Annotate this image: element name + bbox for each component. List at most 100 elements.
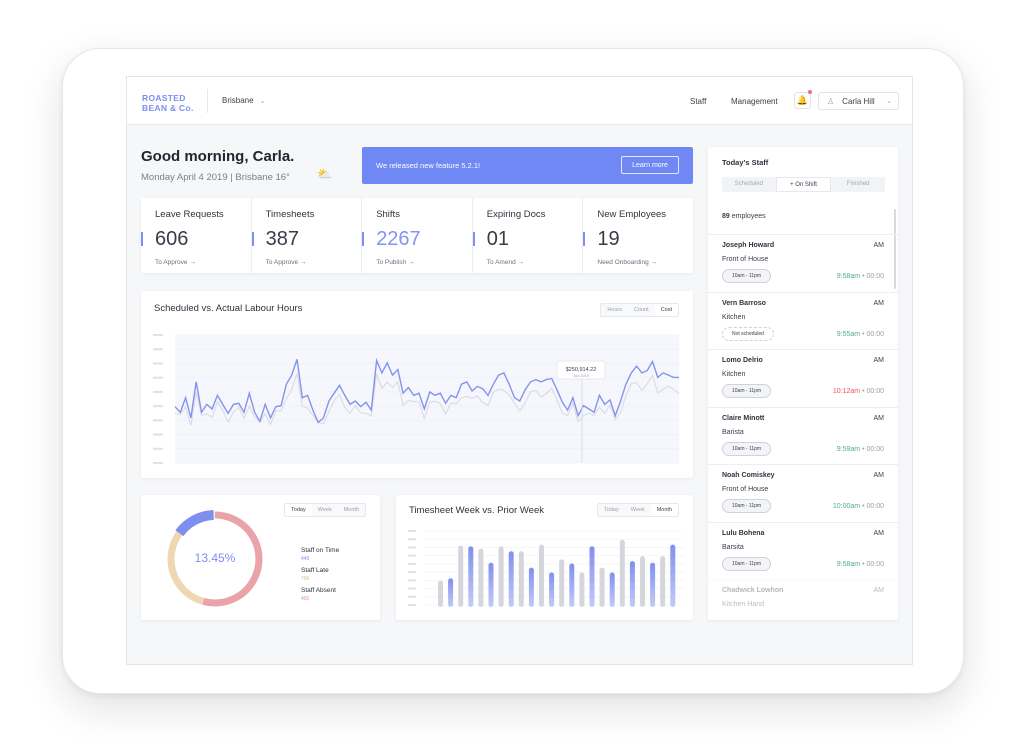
stat-timesheets[interactable]: Timesheets 387 To Approve →	[251, 198, 363, 273]
clock-in-duration: • 00:00	[860, 445, 884, 453]
bar-prior-week	[498, 546, 504, 607]
stat-leave-requests[interactable]: Leave Requests 606 To Approve →	[141, 198, 252, 273]
legend-value: 401	[301, 596, 310, 602]
stat-link[interactable]: To Approve →	[155, 259, 196, 266]
bar-current-week	[468, 546, 474, 607]
bar-current-week	[569, 563, 575, 607]
location-selector[interactable]: Brisbane ⌄	[222, 96, 265, 105]
stat-link[interactable]: To Amend →	[486, 259, 524, 266]
staff-tabs: Scheduled + On Shift Finished	[722, 177, 885, 192]
toggle-cost[interactable]: Cost	[654, 304, 678, 316]
brand-logo[interactable]: ROASTED BEAN & Co.	[142, 93, 194, 113]
employee-period: AM	[873, 529, 885, 537]
y-tick	[408, 546, 416, 549]
shift-pill[interactable]: 10am - 11pm	[722, 384, 772, 398]
stat-accent-bar	[251, 232, 254, 246]
nav-management[interactable]: Management	[731, 97, 778, 106]
attendance-donut	[166, 510, 264, 608]
clock-in-duration: • 00:00	[860, 560, 884, 568]
employee-row[interactable]: Lulu Bohena AM Barsita 10am - 11pm 9:58am • …	[708, 521, 898, 579]
clock-in-time: 9:58am • 00:00	[837, 273, 884, 280]
bar-current-week	[549, 572, 555, 607]
y-tick	[153, 390, 163, 393]
y-tick	[408, 579, 416, 582]
bar-current-week	[528, 567, 534, 607]
employee-period: AM	[873, 472, 885, 479]
app-screen: ROASTED BEAN & Co. Brisbane ⌄ Staff Manag…	[126, 76, 913, 665]
toggle-hours[interactable]: Hours	[607, 307, 622, 313]
stat-link[interactable]: Need Onboarding →	[597, 259, 657, 266]
stat-new-employees[interactable]: New Employees 19 Need Onboarding →	[583, 198, 693, 273]
chart-tooltip	[556, 360, 606, 380]
notifications-button[interactable]: 🔔	[794, 90, 812, 109]
clock-in-time: 9:59am • 00:00	[837, 446, 884, 453]
employee-row[interactable]: Joseph Howard AM Front of House 10am - 11pm…	[708, 234, 898, 291]
clock-in-time: 10:12am • 00:00	[833, 388, 884, 395]
stat-label: Timesheets	[265, 209, 315, 220]
employee-row[interactable]: Claire Minott AM Barista 10am - 11pm 9:59am …	[708, 406, 898, 464]
toggle-week[interactable]: Week	[630, 507, 645, 513]
shift-pill[interactable]: 10am - 11pm	[722, 556, 772, 571]
tab-on-shift[interactable]: + On Shift	[775, 177, 832, 192]
toggle-week[interactable]: Week	[317, 507, 332, 513]
toggle-month[interactable]: Month	[650, 504, 678, 516]
employee-name: Noah Comiskey	[722, 472, 775, 479]
employee-period: AM	[873, 299, 885, 307]
learn-more-button[interactable]: Learn more	[621, 156, 679, 174]
clock-in-actual: 10:12am	[832, 388, 861, 395]
panel-scrollbar[interactable]	[894, 209, 896, 289]
stat-link[interactable]: To Publish →	[376, 259, 415, 266]
employee-row[interactable]: Vern Barroso AM Kitchen Not scheduled 9:55am…	[708, 291, 898, 349]
user-icon: ♙	[827, 96, 835, 106]
legend-name: Staff Absent	[301, 587, 336, 594]
shift-pill[interactable]: 10am - 11pm	[722, 269, 772, 283]
legend-value: 446	[301, 556, 310, 562]
legend-absent: Staff Absent 401	[301, 587, 336, 602]
bar-prior-week	[559, 559, 565, 607]
toggle-month[interactable]: Month	[343, 507, 359, 513]
stat-link[interactable]: To Approve →	[265, 259, 307, 266]
employee-count-label: employees	[731, 213, 766, 220]
y-tick	[153, 419, 163, 422]
employee-name: Lulu Bohena	[722, 529, 765, 537]
shift-pill[interactable]: Not scheduled	[722, 326, 774, 341]
employee-row[interactable]: Lomo Delrio AM Kitchen 10am - 11pm 10:12am •…	[708, 349, 898, 406]
stat-accent-bar	[583, 232, 586, 246]
toggle-today[interactable]: Today	[604, 507, 619, 513]
clock-in-actual: 9:58am	[836, 273, 861, 280]
logo-line-1: ROASTED	[142, 93, 186, 103]
stat-expiring-docs[interactable]: Expiring Docs 01 To Amend →	[472, 198, 584, 273]
toggle-count[interactable]: Count	[634, 307, 649, 313]
stat-shifts[interactable]: Shifts 2267 To Publish →	[362, 198, 473, 273]
employee-row[interactable]: Noah Comiskey AM Front of House 10am - 11pm…	[708, 464, 898, 521]
partly-cloudy-icon: ⛅	[317, 167, 332, 181]
employee-name: Joseph Howard	[722, 242, 775, 249]
employee-count-number: 89	[722, 213, 730, 220]
bar-prior-week	[599, 567, 605, 607]
bell-icon: 🔔	[796, 95, 809, 105]
stat-value: 01	[486, 228, 510, 250]
toggle-today[interactable]: Today	[285, 504, 312, 516]
bar-prior-week	[458, 545, 464, 607]
stat-value: 387	[265, 228, 299, 250]
y-tick	[153, 433, 163, 436]
stat-accent-bar	[141, 232, 143, 246]
donut-segment-on-time	[166, 510, 264, 608]
y-tick	[408, 604, 416, 606]
y-tick	[408, 571, 416, 574]
timesheet-card: Timesheet Week vs. Prior Week Today Week…	[396, 495, 693, 620]
user-menu[interactable]: ♙ Carla Hill ⌄	[818, 92, 899, 110]
tab-scheduled[interactable]: Scheduled	[734, 181, 764, 187]
nav-staff[interactable]: Staff	[690, 97, 707, 106]
shift-pill[interactable]: 10am - 11pm	[722, 441, 772, 456]
chart-title: Scheduled vs. Actual Labour Hours	[154, 303, 303, 314]
clock-in-actual: 9:58am	[836, 560, 861, 568]
employee-period: AM	[873, 587, 885, 594]
stat-label: Shifts	[376, 209, 400, 220]
clock-in-time: 9:58am • 00:00	[837, 561, 884, 568]
shift-pill[interactable]: 10am - 11pm	[722, 499, 772, 513]
employee-role: Kitchen Hand	[722, 601, 765, 608]
header-divider	[207, 89, 208, 113]
employee-row[interactable]: Chadwick Lowhon AM Kitchen Hand	[708, 579, 898, 620]
tab-finished[interactable]: Finished	[846, 181, 870, 187]
